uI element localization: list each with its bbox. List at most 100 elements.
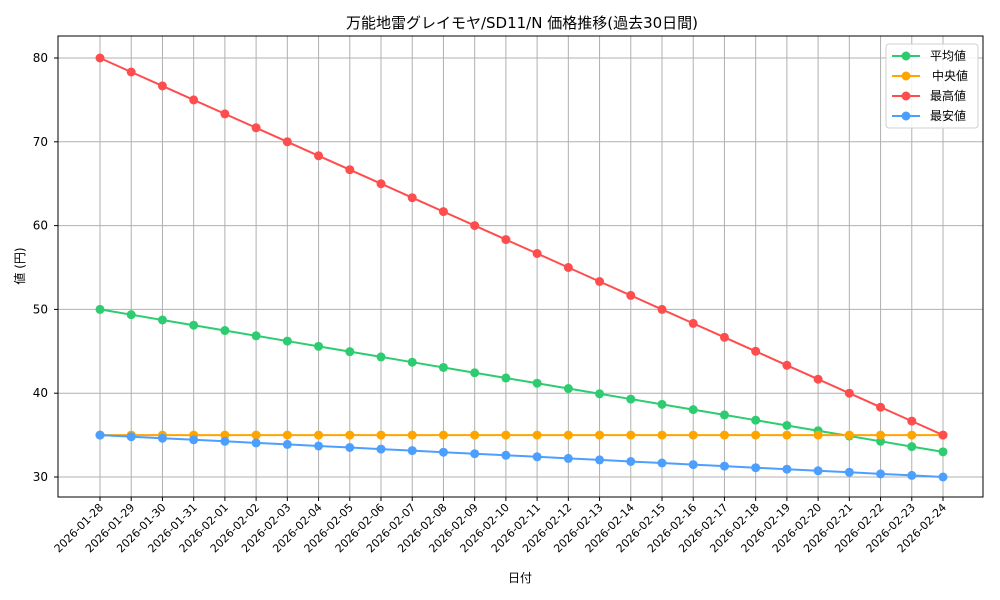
data-point bbox=[688, 318, 698, 328]
data-point bbox=[251, 438, 261, 448]
data-point bbox=[95, 53, 105, 63]
data-point bbox=[626, 430, 636, 440]
data-point bbox=[470, 430, 480, 440]
data-point bbox=[157, 433, 167, 443]
data-point bbox=[876, 469, 886, 479]
y-tick-label: 60 bbox=[33, 219, 48, 233]
data-point bbox=[314, 151, 324, 161]
data-point bbox=[907, 430, 917, 440]
data-point bbox=[782, 420, 792, 430]
data-point bbox=[907, 442, 917, 452]
data-point bbox=[595, 455, 605, 465]
data-point bbox=[907, 470, 917, 480]
data-point bbox=[251, 331, 261, 341]
data-point bbox=[126, 310, 136, 320]
data-point bbox=[345, 165, 355, 175]
data-point bbox=[876, 430, 886, 440]
data-point bbox=[938, 472, 948, 482]
y-axis: 30 40 50 60 70 80 bbox=[33, 51, 58, 484]
data-point bbox=[251, 123, 261, 133]
data-point bbox=[563, 430, 573, 440]
data-point bbox=[345, 430, 355, 440]
data-point bbox=[595, 389, 605, 399]
legend-marker-icon bbox=[901, 71, 911, 81]
data-point bbox=[314, 441, 324, 451]
data-point bbox=[314, 430, 324, 440]
data-point bbox=[688, 430, 698, 440]
data-point bbox=[189, 435, 199, 445]
data-point bbox=[95, 304, 105, 314]
series-line bbox=[99, 57, 944, 437]
data-point bbox=[907, 416, 917, 426]
data-point bbox=[782, 360, 792, 370]
data-point bbox=[688, 405, 698, 415]
data-point bbox=[220, 436, 230, 446]
data-point bbox=[844, 388, 854, 398]
data-point bbox=[938, 430, 948, 440]
data-point bbox=[470, 221, 480, 231]
data-point bbox=[126, 67, 136, 77]
y-axis-label: 値 (円) bbox=[12, 247, 27, 284]
data-point bbox=[688, 460, 698, 470]
data-point bbox=[282, 439, 292, 449]
series-line bbox=[99, 434, 944, 478]
data-point bbox=[407, 430, 417, 440]
data-point bbox=[157, 315, 167, 325]
data-point bbox=[532, 452, 542, 462]
data-point bbox=[626, 456, 636, 466]
y-tick-label: 50 bbox=[33, 302, 48, 316]
data-point bbox=[719, 332, 729, 342]
data-point bbox=[563, 384, 573, 394]
data-point bbox=[751, 415, 761, 425]
data-point bbox=[376, 444, 386, 454]
legend-marker-icon bbox=[901, 91, 911, 101]
data-point bbox=[844, 430, 854, 440]
legend-marker-icon bbox=[901, 51, 911, 61]
data-point bbox=[876, 436, 886, 446]
data-point bbox=[626, 394, 636, 404]
data-point bbox=[501, 450, 511, 460]
data-point bbox=[719, 410, 729, 420]
data-point bbox=[563, 263, 573, 272]
axes-frame bbox=[57, 35, 984, 498]
data-point bbox=[407, 446, 417, 456]
chart-title: 万能地雷グレイモヤ/SD11/N 価格推移(過去30日間) bbox=[346, 14, 698, 32]
data-point bbox=[813, 374, 823, 384]
data-point bbox=[376, 352, 386, 362]
data-point bbox=[438, 430, 448, 440]
data-point bbox=[345, 443, 355, 453]
data-point bbox=[532, 430, 542, 440]
data-point bbox=[376, 430, 386, 440]
data-point bbox=[220, 326, 230, 336]
data-point bbox=[470, 368, 480, 378]
data-point bbox=[595, 276, 605, 286]
data-point bbox=[282, 336, 292, 346]
legend-label: 最高値 bbox=[930, 88, 966, 103]
data-point bbox=[95, 430, 105, 440]
data-point bbox=[751, 430, 761, 440]
data-point bbox=[438, 362, 448, 372]
grid-lines bbox=[58, 36, 983, 497]
data-point bbox=[501, 373, 511, 383]
data-point bbox=[595, 430, 605, 440]
data-point bbox=[438, 447, 448, 457]
data-point bbox=[719, 461, 729, 471]
data-point bbox=[220, 430, 230, 440]
data-point bbox=[126, 432, 136, 442]
x-axis: 2026-01-282026-01-292026-01-302026-01-31… bbox=[52, 497, 949, 555]
data-point bbox=[501, 235, 511, 245]
y-tick-label: 30 bbox=[33, 470, 48, 484]
data-point bbox=[813, 466, 823, 476]
y-tick-label: 70 bbox=[33, 135, 48, 149]
data-point bbox=[220, 109, 230, 119]
data-point bbox=[657, 430, 667, 440]
data-point bbox=[282, 430, 292, 440]
data-point bbox=[813, 430, 823, 440]
data-point bbox=[282, 137, 292, 147]
data-point bbox=[657, 304, 667, 314]
data-point bbox=[407, 357, 417, 367]
x-axis-label: 日付 bbox=[508, 571, 532, 585]
data-point bbox=[782, 430, 792, 440]
